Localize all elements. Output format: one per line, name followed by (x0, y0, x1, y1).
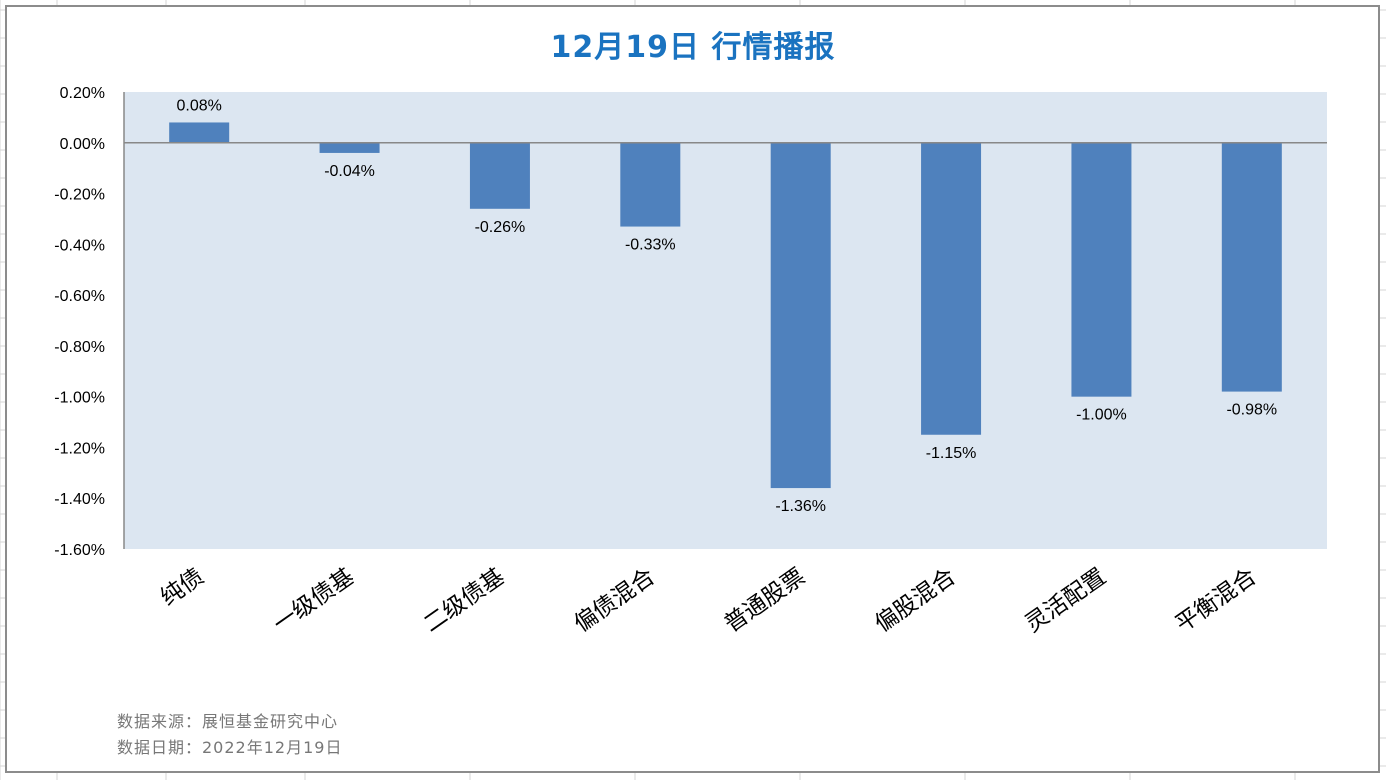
x-tick-label: 二级债基 (419, 564, 509, 638)
data-date-note: 数据日期：2022年12月19日 (117, 738, 343, 757)
bar-4 (770, 142, 831, 489)
bar-5 (921, 142, 982, 435)
y-tick-label: 0.00% (60, 136, 105, 153)
x-tick-label: 纯债 (156, 564, 209, 612)
data-source-note: 数据来源：展恒基金研究中心 (117, 712, 339, 731)
data-label: -1.15% (926, 445, 977, 462)
data-label: -0.26% (475, 219, 526, 236)
bar-2 (469, 142, 530, 209)
y-tick-label: -1.20% (54, 440, 105, 457)
data-label: -1.00% (1076, 407, 1127, 424)
y-tick-label: -1.40% (54, 491, 105, 508)
data-label: -0.33% (625, 237, 676, 254)
x-tick-label: 偏股混合 (870, 564, 960, 638)
bar-6 (1071, 142, 1132, 397)
y-tick-label: -1.60% (54, 542, 105, 559)
data-label: 0.08% (177, 97, 222, 114)
x-tick-label: 一级债基 (269, 564, 359, 638)
chart-title: 12月19日 行情播报 (550, 30, 836, 65)
x-tick-label: 平衡混合 (1171, 564, 1261, 638)
plot-area (124, 92, 1327, 549)
x-tick-label: 偏债混合 (569, 564, 659, 638)
y-tick-label: 0.20% (60, 85, 105, 102)
y-tick-label: -1.00% (54, 390, 105, 407)
bar-3 (620, 142, 681, 227)
data-label: -0.98% (1226, 402, 1277, 419)
x-tick-label: 普通股票 (720, 564, 810, 638)
data-label: -0.04% (324, 163, 375, 180)
y-tick-label: -0.80% (54, 339, 105, 356)
y-tick-label: -0.60% (54, 288, 105, 305)
bar-1 (319, 142, 380, 153)
data-label: -1.36% (775, 498, 826, 515)
y-tick-label: -0.40% (54, 237, 105, 254)
y-tick-label: -0.20% (54, 187, 105, 204)
bar-7 (1221, 142, 1282, 392)
bar-0 (169, 122, 230, 143)
x-tick-label: 灵活配置 (1021, 564, 1111, 638)
